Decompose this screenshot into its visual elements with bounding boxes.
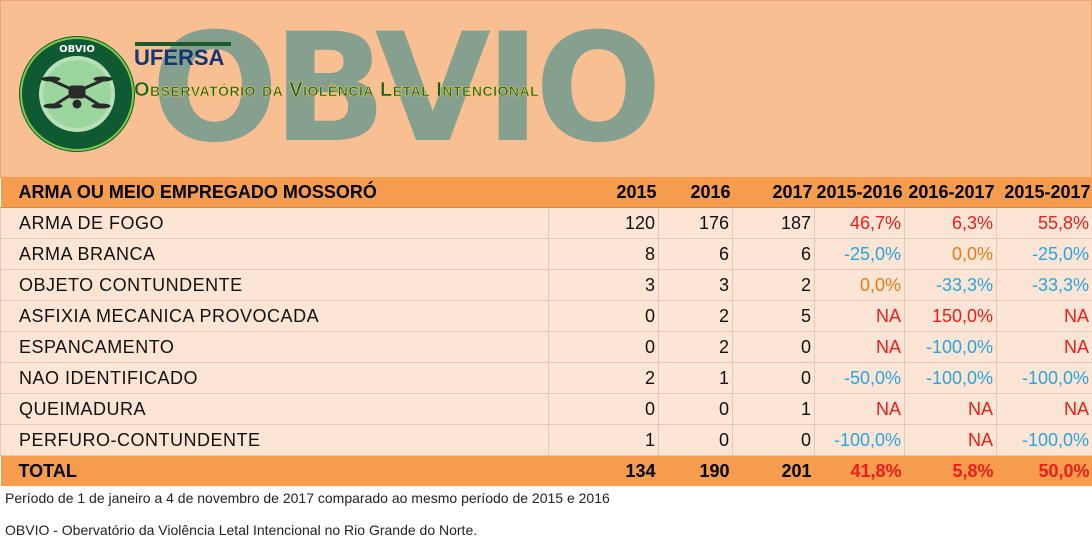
cell-2015-2017: NA xyxy=(996,393,1092,425)
cell-2016: 2 xyxy=(658,300,733,332)
ufersa-bar xyxy=(135,42,231,46)
header-banner: OBVIO OBVIO UFERSA Observatóri xyxy=(0,0,1092,178)
cell-2016-2017: NA xyxy=(904,424,997,456)
header-2016: 2016 xyxy=(658,177,733,208)
cell-2015: 120 xyxy=(548,207,659,239)
row-label: QUEIMADURA xyxy=(0,393,549,425)
header-2015-2016: 2015-2016 xyxy=(814,177,905,208)
cell-2015: 8 xyxy=(548,238,659,270)
cell-2016: 3 xyxy=(658,269,733,301)
cell-2016-2017: 150,0% xyxy=(904,300,997,332)
row-label: OBJETO CONTUNDENTE xyxy=(0,269,549,301)
header-2015: 2015 xyxy=(548,177,659,208)
obvio-logo-icon: OBVIO xyxy=(19,36,135,152)
cell-2016-2017: -100,0% xyxy=(904,362,997,394)
total-row: TOTAL 134 190 201 41,8% 5,8% 50,0% xyxy=(0,455,1092,486)
table-row: QUEIMADURA 0 0 1 NA NA NA xyxy=(0,393,1092,425)
header-2017: 2017 xyxy=(732,177,815,208)
ufersa-logo: UFERSA xyxy=(134,45,225,70)
total-2017: 201 xyxy=(732,455,815,486)
cell-2016: 2 xyxy=(658,331,733,363)
row-label: PERFURO-CONTUNDENTE xyxy=(0,424,549,456)
observatory-title: Observatório da Violência Letal Intencio… xyxy=(134,79,540,102)
table-row: ARMA DE FOGO 120 176 187 46,7% 6,3% 55,8… xyxy=(0,207,1092,239)
cell-2016: 176 xyxy=(658,207,733,239)
total-2016: 190 xyxy=(658,455,733,486)
cell-2017: 187 xyxy=(732,207,815,239)
cell-2016-2017: 0,0% xyxy=(904,238,997,270)
row-label: ESPANCAMENTO xyxy=(0,331,549,363)
cell-2015: 0 xyxy=(548,331,659,363)
cell-2015-2016: -25,0% xyxy=(814,238,905,270)
cell-2015-2017: -100,0% xyxy=(996,362,1092,394)
total-label: TOTAL xyxy=(0,455,549,486)
cell-2015: 0 xyxy=(548,300,659,332)
cell-2017: 1 xyxy=(732,393,815,425)
cell-2017: 2 xyxy=(732,269,815,301)
cell-2017: 6 xyxy=(732,238,815,270)
header-weapon: ARMA OU MEIO EMPREGADO MOSSORÓ xyxy=(0,177,549,208)
cell-2015-2016: 46,7% xyxy=(814,207,905,239)
cell-2015-2016: NA xyxy=(814,331,905,363)
cell-2016-2017: -33,3% xyxy=(904,269,997,301)
cell-2017: 0 xyxy=(732,362,815,394)
cell-2017: 0 xyxy=(732,331,815,363)
table-row: PERFURO-CONTUNDENTE 1 0 0 -100,0% NA -10… xyxy=(0,424,1092,456)
table-header-row: ARMA OU MEIO EMPREGADO MOSSORÓ 2015 2016… xyxy=(0,177,1092,208)
table-row: OBJETO CONTUNDENTE 3 3 2 0,0% -33,3% -33… xyxy=(0,269,1092,301)
cell-2017: 0 xyxy=(732,424,815,456)
cell-2015-2016: 0,0% xyxy=(814,269,905,301)
obvio-watermark: OBVIO xyxy=(151,2,662,176)
cell-2016: 0 xyxy=(658,393,733,425)
cell-2017: 5 xyxy=(732,300,815,332)
cell-2015-2017: -25,0% xyxy=(996,238,1092,270)
cell-2015: 1 xyxy=(548,424,659,456)
cell-2015: 0 xyxy=(548,393,659,425)
weapons-table: ARMA OU MEIO EMPREGADO MOSSORÓ 2015 2016… xyxy=(0,177,1092,486)
cell-2015-2016: NA xyxy=(814,393,905,425)
table-row: NAO IDENTIFICADO 2 1 0 -50,0% -100,0% -1… xyxy=(0,362,1092,394)
cell-2015-2017: NA xyxy=(996,331,1092,363)
table-row: ESPANCAMENTO 0 2 0 NA -100,0% NA xyxy=(0,331,1092,363)
period-note: Período de 1 de janeiro a 4 de novembro … xyxy=(5,490,610,506)
total-2015-2017: 50,0% xyxy=(996,455,1092,486)
row-label: ARMA DE FOGO xyxy=(0,207,549,239)
row-label: ARMA BRANCA xyxy=(0,238,549,270)
cell-2016-2017: 6,3% xyxy=(904,207,997,239)
cell-2015-2017: -33,3% xyxy=(996,269,1092,301)
cell-2015-2016: -50,0% xyxy=(814,362,905,394)
cell-2016: 0 xyxy=(658,424,733,456)
cell-2015: 3 xyxy=(548,269,659,301)
row-label: ASFIXIA MECANICA PROVOCADA xyxy=(0,300,549,332)
cell-2015-2017: NA xyxy=(996,300,1092,332)
cell-2016: 1 xyxy=(658,362,733,394)
table-row: ASFIXIA MECANICA PROVOCADA 0 2 5 NA 150,… xyxy=(0,300,1092,332)
total-2015-2016: 41,8% xyxy=(814,455,905,486)
total-2015: 134 xyxy=(548,455,659,486)
cell-2016: 6 xyxy=(658,238,733,270)
header-2016-2017: 2016-2017 xyxy=(904,177,997,208)
cell-2016-2017: NA xyxy=(904,393,997,425)
header-2015-2017: 2015-2017 xyxy=(996,177,1092,208)
source-note: OBVIO - Obervatório da Violência Letal I… xyxy=(5,522,478,538)
cell-2015-2017: 55,8% xyxy=(996,207,1092,239)
total-2016-2017: 5,8% xyxy=(904,455,997,486)
table-row: ARMA BRANCA 8 6 6 -25,0% 0,0% -25,0% xyxy=(0,238,1092,270)
cell-2016-2017: -100,0% xyxy=(904,331,997,363)
cell-2015-2017: -100,0% xyxy=(996,424,1092,456)
cell-2015-2016: -100,0% xyxy=(814,424,905,456)
cell-2015-2016: NA xyxy=(814,300,905,332)
logo-text: OBVIO xyxy=(59,44,95,55)
row-label: NAO IDENTIFICADO xyxy=(0,362,549,394)
cell-2015: 2 xyxy=(548,362,659,394)
